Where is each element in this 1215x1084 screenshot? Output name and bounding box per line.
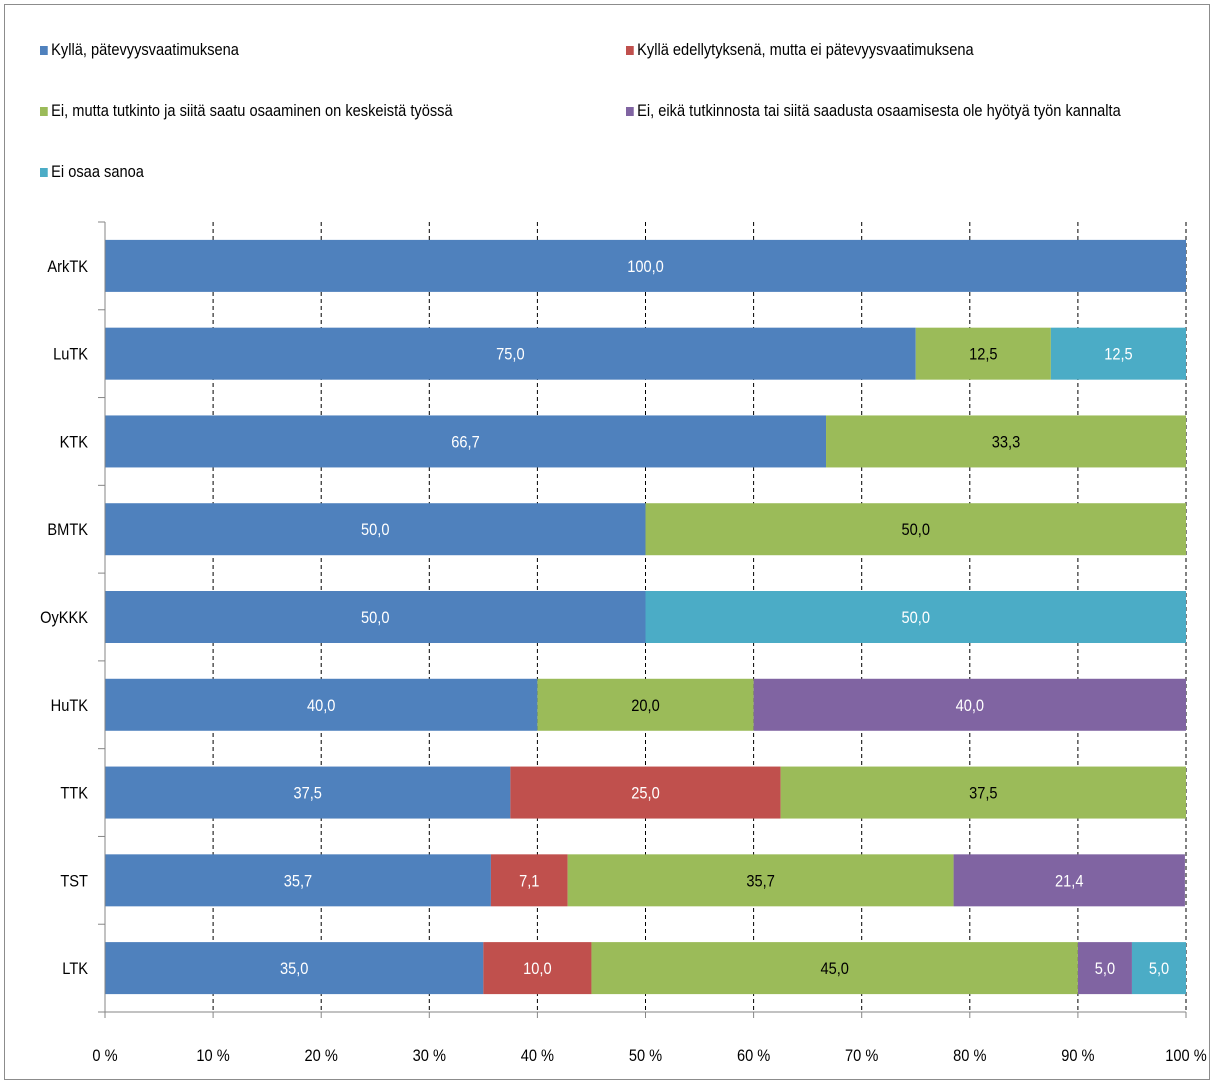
bar-segment bbox=[537, 678, 754, 731]
bar-segment bbox=[105, 766, 511, 819]
bar-segment bbox=[105, 854, 491, 907]
bar-segment bbox=[1077, 942, 1132, 995]
data-label: 66,7 bbox=[451, 434, 480, 452]
data-label: 12,5 bbox=[969, 346, 998, 364]
bar-segment bbox=[1050, 327, 1186, 380]
data-label: 20,0 bbox=[631, 697, 660, 715]
legend: Kyllä, pätevyysvaatimuksena Kyllä edelly… bbox=[0, 0, 1215, 200]
bar-segment bbox=[645, 503, 1186, 556]
data-label: 35,0 bbox=[280, 960, 309, 978]
category-label: LTK bbox=[62, 960, 88, 978]
category-label: TTK bbox=[60, 785, 88, 803]
x-tick-label: 100 % bbox=[1165, 1047, 1206, 1065]
bar-segment bbox=[105, 942, 484, 995]
data-label: 37,5 bbox=[969, 785, 998, 803]
data-label: 12,5 bbox=[1104, 346, 1133, 364]
data-label: 5,0 bbox=[1149, 960, 1169, 978]
bar-segment bbox=[105, 503, 646, 556]
x-tick-label: 80 % bbox=[953, 1047, 986, 1065]
data-label: 45,0 bbox=[820, 960, 849, 978]
data-label: 40,0 bbox=[307, 697, 336, 715]
data-label: 40,0 bbox=[956, 697, 985, 715]
bar-segment bbox=[105, 678, 538, 731]
bar-segment bbox=[591, 942, 1078, 995]
bar-segment bbox=[567, 854, 954, 907]
category-label: OyKKK bbox=[40, 609, 88, 627]
x-tick-label: 40 % bbox=[521, 1047, 554, 1065]
category-label: LuTK bbox=[53, 346, 88, 364]
data-label: 33,3 bbox=[992, 434, 1021, 452]
legend-swatch bbox=[626, 45, 634, 55]
bar-segment bbox=[105, 415, 827, 468]
data-label: 7,1 bbox=[519, 872, 539, 890]
data-label: 35,7 bbox=[746, 872, 775, 890]
bar-segment bbox=[953, 854, 1185, 907]
x-tick-label: 0 % bbox=[92, 1047, 117, 1065]
legend-item-ei-mutta-keskeista: Ei, mutta tutkinto ja siitä saatu osaami… bbox=[40, 101, 453, 121]
legend-label: Kyllä, pätevyysvaatimuksena bbox=[51, 40, 239, 59]
data-label: 50,0 bbox=[902, 609, 931, 627]
bar-segment bbox=[753, 678, 1186, 731]
bar-segment bbox=[105, 327, 916, 380]
x-tick-label: 60 % bbox=[737, 1047, 770, 1065]
bar-segment bbox=[780, 766, 1186, 819]
data-label: 100,0 bbox=[627, 258, 664, 276]
category-label: BMTK bbox=[47, 521, 88, 539]
legend-swatch bbox=[626, 106, 634, 116]
legend-label: Kyllä edellytyksenä, mutta ei pätevyysva… bbox=[637, 40, 974, 59]
legend-item-kylla-patevyysvaatimuksena: Kyllä, pätevyysvaatimuksena bbox=[40, 40, 239, 60]
bar-segment bbox=[915, 327, 1051, 380]
legend-label: Ei, eikä tutkinnosta tai siitä saadusta … bbox=[637, 101, 1121, 120]
legend-item-ei-hyotya: Ei, eikä tutkinnosta tai siitä saadusta … bbox=[626, 101, 1121, 121]
legend-item-kylla-edellytyksena: Kyllä edellytyksenä, mutta ei pätevyysva… bbox=[626, 40, 974, 60]
data-label: 75,0 bbox=[496, 346, 525, 364]
x-tick-label: 10 % bbox=[196, 1047, 229, 1065]
category-label: TST bbox=[60, 872, 88, 890]
data-label: 5,0 bbox=[1095, 960, 1115, 978]
legend-swatch bbox=[40, 45, 48, 55]
x-tick-label: 90 % bbox=[1061, 1047, 1094, 1065]
data-label: 21,4 bbox=[1055, 872, 1084, 890]
bar-segment bbox=[490, 854, 568, 907]
data-label: 25,0 bbox=[631, 785, 660, 803]
legend-label: Ei, mutta tutkinto ja siitä saatu osaami… bbox=[51, 101, 453, 120]
category-label: KTK bbox=[60, 434, 89, 452]
data-label: 10,0 bbox=[523, 960, 552, 978]
x-tick-label: 70 % bbox=[845, 1047, 878, 1065]
data-label: 50,0 bbox=[361, 521, 390, 539]
legend-swatch bbox=[40, 106, 48, 116]
category-label: ArkTK bbox=[47, 258, 88, 276]
bar-segment bbox=[105, 591, 646, 643]
x-tick-label: 30 % bbox=[413, 1047, 446, 1065]
data-label: 50,0 bbox=[361, 609, 390, 627]
legend-item-ei-osaa-sanoa: Ei osaa sanoa bbox=[40, 162, 144, 182]
legend-swatch bbox=[40, 167, 48, 177]
data-label: 50,0 bbox=[902, 521, 931, 539]
bar-segment bbox=[826, 415, 1186, 468]
x-tick-label: 20 % bbox=[305, 1047, 338, 1065]
legend-label: Ei osaa sanoa bbox=[51, 162, 144, 181]
bar-segment bbox=[645, 591, 1186, 643]
bar-segment bbox=[510, 766, 781, 819]
bar-segment bbox=[105, 239, 1186, 292]
category-label: HuTK bbox=[51, 697, 89, 715]
data-label: 35,7 bbox=[284, 872, 313, 890]
data-label: 37,5 bbox=[293, 785, 322, 803]
bar-segment bbox=[483, 942, 592, 995]
x-tick-label: 50 % bbox=[629, 1047, 662, 1065]
bar-segment bbox=[1131, 942, 1186, 995]
